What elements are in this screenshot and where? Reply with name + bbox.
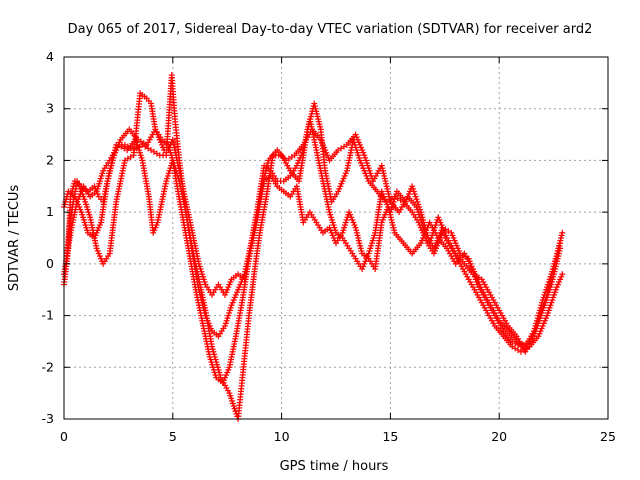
chart-title: Day 065 of 2017, Sidereal Day-to-day VTE… (68, 22, 593, 37)
x-axis-label: GPS time / hours (280, 459, 389, 474)
grid-lines (64, 57, 608, 419)
data-point (557, 240, 564, 247)
data-point (559, 229, 566, 236)
y-axis-label: SDTVAR / TECUs (7, 185, 22, 292)
data-points (61, 72, 566, 422)
data-point (559, 271, 566, 278)
